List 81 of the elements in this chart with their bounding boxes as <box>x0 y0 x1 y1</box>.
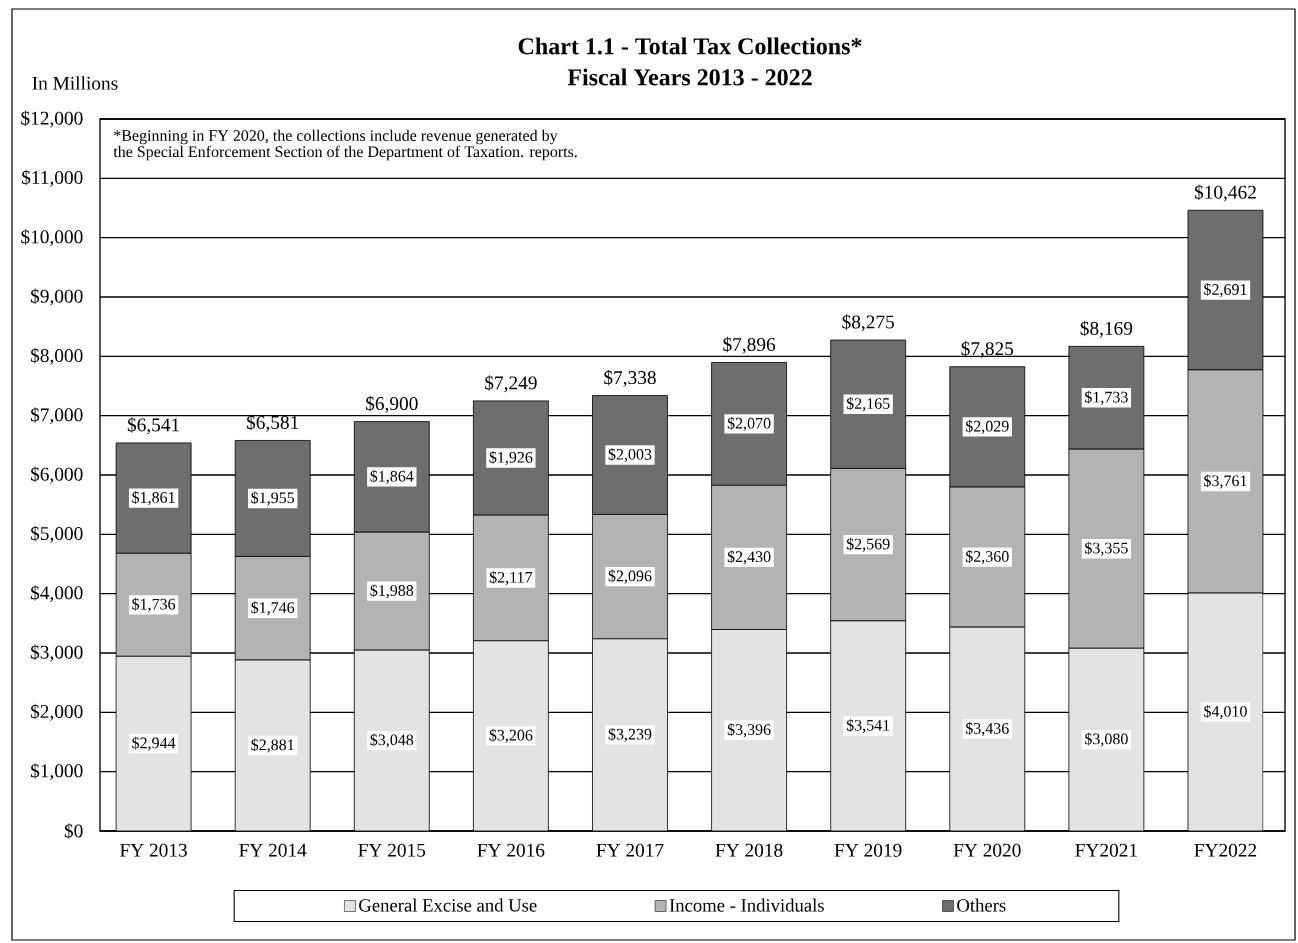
x-tick-label: FY 2014 <box>239 843 307 857</box>
legend-label: General Excise and Use <box>359 898 537 912</box>
y-tick-label: $11,000 <box>22 169 83 187</box>
total-label: $7,896 <box>723 336 776 354</box>
data-label: $2,096 <box>608 569 652 584</box>
x-tick-label: FY 2017 <box>596 843 664 857</box>
bar <box>1187 592 1264 831</box>
x-tick-label: FY 2013 <box>120 843 187 857</box>
data-label: $3,436 <box>965 722 1009 737</box>
y-tick-label: $8,000 <box>30 347 83 365</box>
data-label: $1,955 <box>251 491 295 506</box>
x-tick-label: FY 2019 <box>834 843 902 857</box>
chart-title: Chart 1.1 - Total Tax Collections* <box>518 37 862 55</box>
total-label: $7,825 <box>961 341 1014 358</box>
bar <box>1068 648 1144 831</box>
legend-label: Income - Individuals <box>669 898 824 912</box>
y-tick-label: $12,000 <box>21 110 83 128</box>
data-label: $1,733 <box>1085 390 1128 405</box>
data-label: $1,861 <box>132 491 175 506</box>
y-tick-label: $4,000 <box>30 585 83 603</box>
bar <box>473 640 549 831</box>
data-label: $4,010 <box>1204 705 1247 720</box>
y-tick-label: $5,000 <box>30 525 83 543</box>
data-label: $2,569 <box>846 537 890 552</box>
data-label: $1,864 <box>370 469 414 484</box>
data-label: $2,881 <box>251 738 294 753</box>
x-tick-label: FY 2018 <box>715 843 783 857</box>
bar <box>354 650 430 831</box>
annotation: *Beginning in FY 2020, the collections include revenue generated by <box>114 129 558 145</box>
data-label: $2,430 <box>727 550 771 565</box>
total-label: $6,900 <box>366 395 418 413</box>
y-tick-label: $3,000 <box>30 644 83 662</box>
y-axis-title: In Millions <box>32 76 118 90</box>
bar <box>592 638 668 831</box>
bar <box>949 627 1025 831</box>
data-label: $1,988 <box>370 584 414 599</box>
total-label: $7,249 <box>485 375 537 393</box>
bar <box>116 656 192 831</box>
chart-subtitle: Fiscal Years 2013 - 2022 <box>567 68 812 86</box>
bar <box>235 660 311 831</box>
data-label: $3,080 <box>1085 732 1128 747</box>
y-tick-label: $1,000 <box>30 763 83 781</box>
y-tick-label: $10,000 <box>21 229 83 247</box>
data-label: $2,360 <box>965 550 1009 565</box>
total-label: $8,169 <box>1080 320 1133 338</box>
data-label: $2,117 <box>489 570 533 585</box>
data-label: $3,355 <box>1085 541 1128 556</box>
legend-label: Others <box>957 898 1006 912</box>
total-label: $8,275 <box>842 314 895 332</box>
total-label: $10,462 <box>1194 184 1256 202</box>
total-label: $6,541 <box>127 417 180 435</box>
data-label: $3,206 <box>489 728 533 743</box>
bar <box>711 629 787 831</box>
x-tick-label: FY 2016 <box>477 843 545 857</box>
data-label: $2,165 <box>846 397 890 412</box>
data-label: $3,396 <box>727 723 771 738</box>
x-tick-label: FY2021 <box>1075 843 1137 857</box>
y-tick-label: $6,000 <box>30 466 83 484</box>
data-label: $1,746 <box>251 601 295 616</box>
data-label: $1,926 <box>489 451 533 466</box>
x-tick-label: FY2022 <box>1194 843 1257 857</box>
total-label: $6,581 <box>246 414 299 432</box>
y-tick-label: $9,000 <box>30 288 83 306</box>
bar <box>830 620 906 831</box>
y-tick-label: $2,000 <box>30 703 83 721</box>
y-tick-label: $7,000 <box>30 407 83 425</box>
data-label: $3,541 <box>846 718 890 733</box>
y-tick-label: $0 <box>64 823 83 839</box>
data-label: $2,691 <box>1204 283 1247 298</box>
data-label: $1,736 <box>132 597 176 612</box>
data-label: $3,048 <box>370 733 414 748</box>
x-tick-label: FY 2020 <box>953 843 1021 857</box>
data-label: $2,003 <box>608 448 652 463</box>
total-label: $7,338 <box>604 369 656 387</box>
data-label: $2,070 <box>727 416 771 431</box>
data-label: $3,239 <box>608 727 652 742</box>
data-label: $2,944 <box>132 736 176 751</box>
data-label: $2,029 <box>965 419 1009 434</box>
x-tick-label: FY 2015 <box>358 843 426 857</box>
data-label: $3,761 <box>1204 474 1247 489</box>
annotation: the Special Enforcement Section of the Department of Taxation. reports. <box>113 145 577 161</box>
